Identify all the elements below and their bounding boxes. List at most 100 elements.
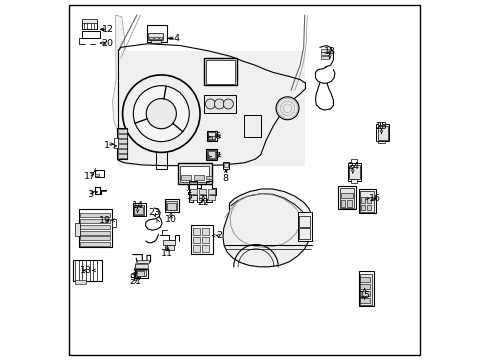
Bar	[135, 269, 147, 278]
Bar	[163, 240, 175, 245]
Bar	[82, 31, 100, 39]
Bar	[190, 195, 197, 201]
Text: 15: 15	[358, 291, 370, 300]
Bar	[202, 228, 209, 234]
Bar	[338, 186, 355, 210]
Text: 3: 3	[87, 190, 93, 199]
Bar	[181, 175, 191, 180]
Bar	[75, 280, 86, 284]
Circle shape	[122, 75, 200, 152]
Circle shape	[182, 107, 193, 118]
Bar	[205, 149, 217, 160]
Bar	[340, 193, 352, 198]
Text: 2: 2	[216, 231, 222, 240]
Bar	[193, 175, 203, 180]
Polygon shape	[223, 189, 311, 267]
Bar	[224, 163, 228, 167]
Bar	[377, 140, 384, 143]
Bar	[118, 149, 126, 153]
Bar	[366, 197, 371, 203]
Bar	[358, 189, 375, 213]
Bar	[137, 271, 144, 276]
Bar	[114, 138, 118, 148]
Bar	[166, 203, 176, 210]
Text: 25: 25	[375, 122, 386, 131]
Bar	[135, 264, 147, 268]
Circle shape	[146, 99, 176, 129]
Text: 17: 17	[83, 172, 95, 181]
Text: 23: 23	[148, 208, 160, 217]
Bar	[191, 225, 212, 253]
Bar	[360, 284, 369, 289]
Bar	[190, 189, 197, 194]
Bar	[208, 136, 211, 139]
Text: 6: 6	[214, 132, 220, 141]
Bar	[80, 230, 109, 234]
Circle shape	[133, 86, 189, 141]
Text: 22: 22	[197, 198, 209, 207]
Bar	[360, 298, 369, 303]
Bar	[165, 201, 177, 211]
Bar	[95, 174, 99, 176]
Bar	[132, 203, 146, 216]
Text: 11: 11	[161, 249, 173, 258]
Bar	[80, 242, 109, 246]
Bar	[136, 270, 145, 276]
Circle shape	[276, 97, 298, 120]
Bar	[360, 277, 369, 282]
Bar	[207, 195, 215, 201]
Bar	[79, 209, 112, 247]
Bar	[82, 19, 97, 23]
Circle shape	[214, 99, 224, 109]
Bar	[244, 116, 260, 137]
Bar	[366, 205, 371, 211]
Bar	[134, 207, 142, 214]
Bar	[377, 126, 387, 140]
Bar	[347, 163, 361, 181]
Bar	[206, 131, 217, 141]
Text: 19: 19	[99, 216, 111, 225]
Bar	[192, 228, 200, 234]
Bar	[358, 271, 373, 306]
Circle shape	[142, 106, 155, 119]
Bar	[206, 150, 216, 159]
Polygon shape	[112, 15, 301, 141]
Circle shape	[223, 99, 233, 109]
Bar	[149, 37, 153, 40]
Bar	[376, 124, 388, 141]
Bar	[80, 213, 109, 217]
Bar	[118, 144, 126, 148]
Bar	[207, 189, 215, 194]
Bar	[154, 37, 158, 40]
Bar	[118, 51, 304, 166]
Bar	[204, 58, 236, 85]
Bar	[180, 166, 209, 182]
Bar	[159, 37, 162, 40]
Bar	[94, 170, 103, 177]
Bar	[202, 237, 209, 243]
Bar	[147, 25, 166, 42]
Bar	[148, 33, 163, 40]
Text: 5: 5	[185, 192, 191, 201]
Bar	[118, 129, 126, 133]
Bar	[339, 188, 353, 208]
Bar	[202, 245, 209, 252]
Bar	[117, 128, 127, 159]
Text: 12: 12	[102, 25, 113, 34]
Text: 14: 14	[131, 201, 143, 210]
Bar	[223, 162, 229, 168]
Text: 24: 24	[346, 162, 358, 171]
Bar	[360, 197, 365, 203]
Bar	[137, 260, 149, 263]
Text: 18: 18	[323, 47, 335, 56]
Bar	[80, 219, 109, 223]
Bar	[348, 165, 359, 179]
Bar	[150, 40, 160, 43]
Text: 20: 20	[102, 39, 113, 48]
Bar	[118, 134, 126, 138]
Bar	[212, 136, 215, 139]
Text: 4: 4	[173, 34, 179, 43]
Bar	[192, 237, 200, 243]
Bar	[350, 159, 356, 163]
Bar	[206, 176, 211, 179]
